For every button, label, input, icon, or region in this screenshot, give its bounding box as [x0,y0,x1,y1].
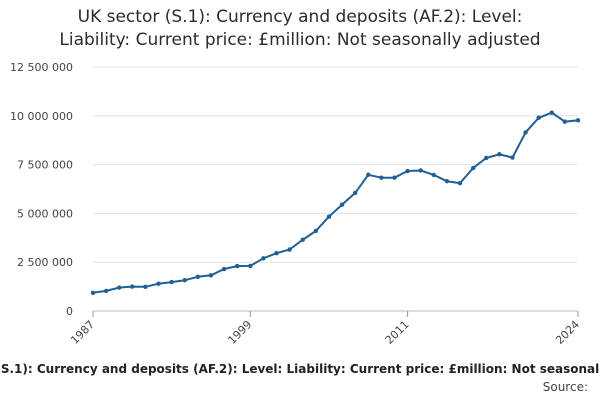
data-point[interactable] [379,175,384,180]
y-axis: 0 2 500 000 5 000 000 7 500 000 10 000 000 12… [10,61,73,318]
data-point[interactable] [117,285,122,290]
data-point[interactable] [169,279,174,285]
chart-title-line-1: UK sector (S.1): Currency and deposits (… [77,7,523,27]
x-tick-label: 1999 [225,318,254,347]
y-tick-label: 5 000 000 [17,207,73,220]
data-point[interactable] [549,110,554,115]
plot-area [90,110,581,296]
data-point[interactable] [261,256,266,261]
data-point[interactable] [575,118,581,123]
data-point[interactable] [274,251,279,256]
data-point[interactable] [234,263,240,269]
data-point[interactable] [103,288,109,294]
data-point[interactable] [366,172,371,177]
data-point[interactable] [208,273,214,278]
data-point[interactable] [562,119,568,124]
data-point[interactable] [339,202,345,207]
data-point[interactable] [497,152,502,157]
data-point[interactable] [444,178,450,184]
data-point[interactable] [326,214,332,219]
gridlines [93,66,578,312]
data-point[interactable] [405,168,410,174]
data-point[interactable] [287,247,292,252]
data-point[interactable] [313,228,319,234]
chart-title-line-2: Liability: Current price: £million: Not … [59,30,541,50]
data-point[interactable] [352,190,358,196]
data-point[interactable] [431,172,437,178]
y-tick-label: 0 [66,305,73,318]
data-point[interactable] [392,175,397,180]
source-label: Source: [542,380,588,394]
data-point[interactable] [300,237,305,242]
y-tick-label: 2 500 000 [17,256,73,269]
data-point[interactable] [248,263,253,269]
legend-entry: UK sector (S.1): Currency and deposits (… [0,362,600,376]
data-point[interactable] [143,284,148,289]
data-point[interactable] [457,180,463,186]
series-line [92,111,579,294]
x-tick-label: 1987 [68,318,97,347]
y-tick-label: 10 000 000 [10,110,73,123]
data-point[interactable] [523,130,528,135]
data-point[interactable] [182,277,187,283]
data-point[interactable] [418,168,423,173]
data-point[interactable] [510,155,515,160]
data-point[interactable] [130,284,135,289]
data-point[interactable] [156,281,161,286]
data-point[interactable] [221,266,227,272]
data-point[interactable] [536,115,541,120]
x-axis: 1987 1999 2011 2024 [68,311,582,347]
chart-title: UK sector (S.1): Currency and deposits (… [0,6,600,52]
data-point[interactable] [470,165,476,171]
y-tick-label: 7 500 000 [17,159,73,172]
x-tick-label: 2011 [383,318,412,347]
data-point[interactable] [90,290,96,296]
x-tick-label: 2024 [553,318,582,347]
y-tick-label: 12 500 000 [10,61,73,74]
data-point[interactable] [484,155,489,161]
data-point[interactable] [195,274,201,280]
legend: UK sector (S.1): Currency and deposits (… [0,362,600,380]
